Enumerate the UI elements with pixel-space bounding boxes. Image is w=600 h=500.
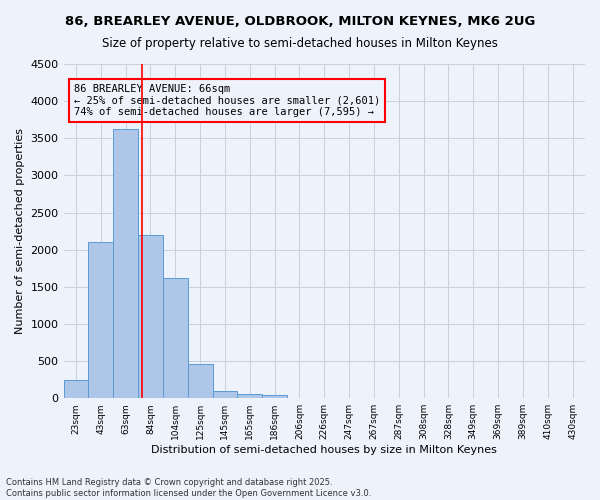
Text: Contains HM Land Registry data © Crown copyright and database right 2025.
Contai: Contains HM Land Registry data © Crown c… — [6, 478, 371, 498]
Bar — [212, 391, 238, 398]
Text: Size of property relative to semi-detached houses in Milton Keynes: Size of property relative to semi-detach… — [102, 38, 498, 51]
X-axis label: Distribution of semi-detached houses by size in Milton Keynes: Distribution of semi-detached houses by … — [151, 445, 497, 455]
Bar — [88, 242, 113, 398]
Bar — [238, 394, 262, 398]
Bar — [64, 380, 88, 398]
Bar — [188, 364, 212, 398]
Bar — [163, 278, 188, 398]
Bar — [262, 395, 287, 398]
Text: 86 BREARLEY AVENUE: 66sqm
← 25% of semi-detached houses are smaller (2,601)
74% : 86 BREARLEY AVENUE: 66sqm ← 25% of semi-… — [74, 84, 380, 117]
Text: 86, BREARLEY AVENUE, OLDBROOK, MILTON KEYNES, MK6 2UG: 86, BREARLEY AVENUE, OLDBROOK, MILTON KE… — [65, 15, 535, 28]
Bar — [113, 130, 138, 398]
Y-axis label: Number of semi-detached properties: Number of semi-detached properties — [15, 128, 25, 334]
Bar — [138, 235, 163, 398]
